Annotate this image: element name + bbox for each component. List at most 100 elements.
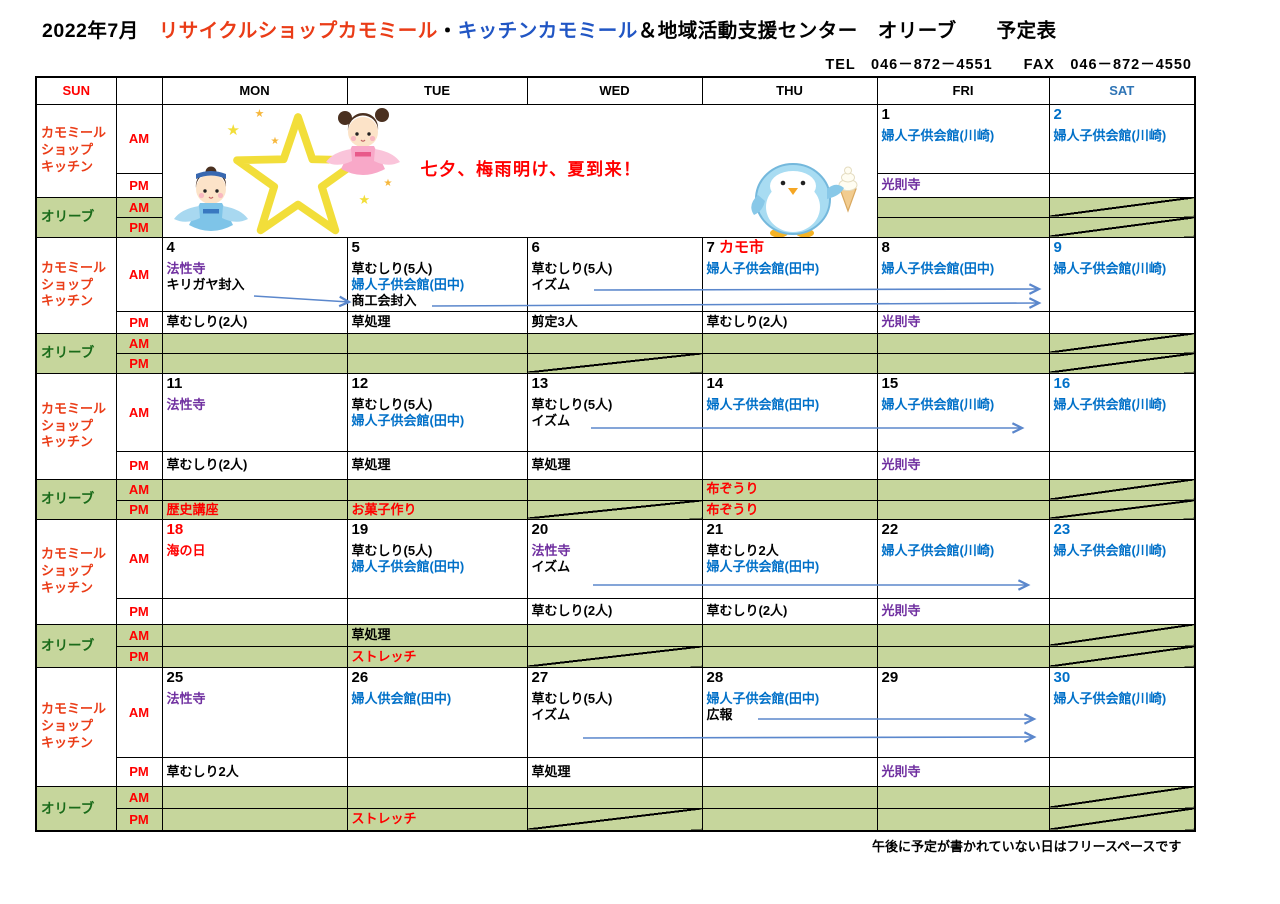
w2-sat-pm-cell: [1048, 310, 1196, 334]
footnote: 午後に予定が書かれていない日はフリースペースです: [872, 839, 1182, 854]
date-number: 7 カモ市: [706, 238, 765, 256]
w3-tue-olive-am-cell: [346, 478, 528, 501]
w2-sat-am-cell: 9 婦人子供会館(川崎): [1048, 236, 1196, 312]
row-label-chamomile: カモミール ショップ キッチン: [35, 666, 117, 787]
schedule-entry: イズム: [531, 413, 571, 428]
schedule-entry: キリガヤ封入: [166, 277, 245, 292]
schedule-entry: 草むしり(2人): [706, 603, 788, 619]
pm-label: PM: [115, 807, 163, 832]
date-number: 6: [531, 238, 540, 256]
am-label: AM: [115, 623, 163, 647]
w3-fri-olive-pm-cell: [876, 499, 1050, 520]
w2-mon-am-cell: 4 法性寺 キリガヤ封入: [161, 236, 348, 312]
schedule-entry: 婦人子供会館(川崎): [1053, 260, 1167, 276]
schedule-entry: 草むしり(5人): [351, 543, 433, 558]
date-number: 29: [881, 668, 899, 686]
tanabata-banner-cell: ★ ★ ★ ★ ★ ★: [161, 103, 878, 238]
day-header-sun: SUN: [35, 76, 117, 105]
date-note: カモ市: [719, 238, 765, 256]
w2-sat-olive-am-cell: [1048, 332, 1196, 354]
schedule-entry: 草むしり2人: [166, 763, 239, 779]
sparkle-star-icon: ★: [226, 121, 240, 139]
schedule-entry: 草むしり(5人): [351, 396, 433, 412]
row-label-chamomile: カモミール ショップ キッチン: [35, 103, 117, 198]
date-number: 20: [531, 520, 549, 538]
pm-label: PM: [115, 172, 163, 198]
w4-sat-am-cell: 23 婦人子供会館(川崎): [1048, 518, 1196, 599]
schedule-entry: イズム: [531, 707, 571, 723]
w5-sat-olive-pm-cell: [1048, 807, 1196, 832]
w5-mon-pm-cell: 草むしり2人: [161, 756, 348, 787]
date-number: 2: [1053, 105, 1062, 123]
day-header-tue: TUE: [346, 76, 528, 105]
olive-pm-row: PM ストレッチ: [36, 807, 1196, 832]
pm-label: PM: [115, 499, 163, 520]
row-label-olive: オリーブ: [35, 196, 117, 238]
w4-tue-am-cell: 19 草むしり(5人) 婦人子供会館(田中): [346, 518, 528, 599]
schedule-entry: 草むしり(5人): [531, 396, 613, 412]
w5-tue-olive-pm-cell: ストレッチ: [346, 807, 528, 832]
schedule-entry: イズム: [531, 559, 571, 575]
olive-am-row: オリーブ AM 草処理: [35, 623, 1196, 668]
olive-pm-row: PM ストレッチ: [36, 645, 1196, 668]
w2-wed-pm-cell: 剪定3人: [526, 310, 703, 334]
week-pm-row: PM 草むしり(2人) 草処理 草処理 光則寺: [36, 450, 1196, 480]
schedule-entry: 婦人子供会館(田中): [351, 559, 465, 575]
w2-wed-am-cell: 6 草むしり(5人) イズム: [526, 236, 703, 312]
schedule-entry: 婦人子供会館(田中): [351, 413, 465, 428]
w5-mon-am-cell: 25 法性寺: [161, 666, 348, 758]
am-label: AM: [115, 372, 163, 452]
schedule-entry: 剪定3人: [531, 313, 578, 329]
w3-tue-am-cell: 12 草むしり(5人) 婦人子供会館(田中): [346, 372, 528, 452]
schedule-entry: ストレッチ: [351, 811, 417, 827]
schedule-entry: 婦人供会館(田中): [351, 691, 452, 706]
orihime-fairy-illustration: [325, 107, 400, 175]
schedule-entry: 光則寺: [881, 313, 921, 329]
w2-mon-olive-am-cell: [161, 332, 348, 354]
row-label-olive: オリーブ: [35, 623, 117, 668]
sparkle-star-icon: ★: [358, 191, 371, 207]
w3-sat-am-cell: 16 婦人子供会館(川崎): [1048, 372, 1196, 452]
olive-pm-row: PM: [36, 352, 1196, 374]
w3-thu-pm-cell: [701, 450, 878, 480]
pm-label: PM: [115, 597, 163, 625]
w3-sat-olive-am-cell: [1048, 478, 1196, 501]
w5-thu-olive-pm-cell: [701, 807, 878, 832]
schedule-entry: 法性寺: [166, 260, 206, 276]
am-label: AM: [115, 103, 163, 174]
sparkle-star-icon: ★: [270, 135, 280, 147]
date-number: 21: [706, 520, 724, 538]
pm-label: PM: [115, 756, 163, 787]
sparkle-star-icon: ★: [254, 107, 265, 120]
schedule-entry: イズム: [531, 277, 571, 292]
w2-fri-pm-cell: 光則寺: [876, 310, 1050, 334]
w2-wed-olive-am-cell: [526, 332, 703, 354]
schedule-entry: 草処理: [531, 763, 571, 779]
row-label-olive: オリーブ: [35, 478, 117, 520]
hikoboshi-fairy-illustration: [173, 166, 248, 231]
pm-label: PM: [115, 216, 163, 238]
w4-fri-pm-cell: 光則寺: [876, 597, 1050, 625]
schedule-entry: 草むしり(2人): [531, 603, 613, 619]
sparkle-star-icon: ★: [383, 177, 393, 189]
w4-thu-am-cell: 21 草むしり2人 婦人子供会館(田中): [701, 518, 878, 599]
schedule-entry: 草むしり(2人): [166, 456, 248, 472]
schedule-entry: 婦人子供会館(田中): [351, 277, 465, 292]
w3-mon-pm-cell: 草むしり(2人): [161, 450, 348, 480]
w3-wed-pm-cell: 草処理: [526, 450, 703, 480]
schedule-entry: 草むしり(2人): [166, 313, 248, 329]
date-number: 27: [531, 668, 549, 686]
schedule-entry: 草処理: [351, 456, 391, 472]
schedule-entry: 歴史講座: [166, 501, 219, 517]
w1-sat-olive-pm-cell: [1048, 216, 1196, 238]
w3-thu-olive-pm-cell: 布ぞうり: [701, 499, 878, 520]
schedule-entry: 婦人子供会館(川崎): [1053, 543, 1167, 558]
title-recycle-shop: リサイクルショップカモミール: [158, 20, 438, 42]
title-olive-schedule: ＆地域活動支援センター オリーブ 予定表: [637, 20, 1057, 42]
w3-thu-olive-am-cell: 布ぞうり: [701, 478, 878, 501]
row-label-chamomile: カモミール ショップ キッチン: [35, 236, 117, 334]
w3-thu-am-cell: 14 婦人子供会館(田中): [701, 372, 878, 452]
olive-am-row: オリーブ AM: [35, 196, 1196, 238]
w3-mon-olive-pm-cell: 歴史講座: [161, 499, 348, 520]
w5-fri-pm-cell: 光則寺: [876, 756, 1050, 787]
